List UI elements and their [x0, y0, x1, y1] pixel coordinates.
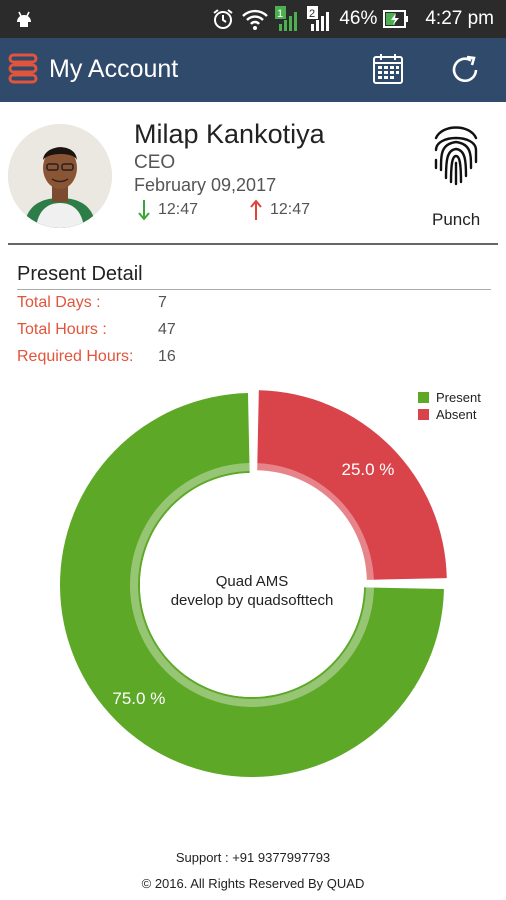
svg-text:2: 2 — [309, 8, 315, 20]
calendar-icon[interactable] — [371, 52, 405, 86]
signal-sim2-icon: 2 — [307, 6, 330, 31]
donut-hole — [140, 473, 364, 697]
arrow-up-icon — [250, 199, 262, 220]
clock-time: 4:27 pm — [425, 8, 494, 29]
in-time: 12:47 — [138, 199, 198, 221]
detail-label: Total Hours : — [17, 321, 107, 338]
detail-row-total-days: Total Days : 7 — [17, 294, 167, 312]
legend-swatch-absent — [418, 409, 429, 420]
avatar — [8, 124, 112, 228]
battery-percent: 46% — [339, 8, 378, 29]
copyright-text: © 2016. All Rights Reserved By QUAD — [141, 876, 365, 891]
user-name: Milap Kankotiya — [134, 119, 325, 149]
profile-section: Milap Kankotiya CEO February 09,2017 12:… — [0, 102, 506, 242]
alarm-icon — [213, 9, 233, 29]
detail-label: Required Hours: — [17, 348, 134, 365]
detail-value: 7 — [158, 294, 167, 311]
in-time-value: 12:47 — [158, 201, 199, 218]
out-time-value: 12:47 — [270, 201, 311, 218]
user-role: CEO — [134, 152, 176, 173]
detail-row-required-hours: Required Hours: 16 — [17, 348, 176, 366]
attendance-date: February 09,2017 — [134, 175, 277, 195]
page-title: My Account — [49, 55, 179, 83]
wifi-icon — [242, 9, 269, 30]
menu-icon[interactable] — [8, 52, 40, 86]
slice-label-absent: 25.0 % — [341, 460, 394, 479]
fingerprint-icon[interactable] — [432, 120, 480, 186]
battery-charging-icon — [383, 10, 409, 28]
arrow-down-icon — [138, 200, 150, 221]
detail-value: 16 — [158, 348, 176, 365]
slice-absent[interactable] — [257, 390, 447, 580]
punch-button[interactable]: Punch — [432, 210, 481, 229]
detail-row-total-hours: Total Hours : 47 — [17, 321, 176, 339]
app-bar: My Account — [0, 38, 506, 102]
refresh-icon[interactable] — [447, 52, 483, 88]
slice-present[interactable] — [60, 393, 444, 777]
center-text-line1: Quad AMS — [216, 573, 289, 590]
support-text: Support : +91 9377997793 — [175, 850, 331, 865]
out-time: 12:47 — [250, 199, 310, 221]
legend-label-present: Present — [436, 390, 481, 405]
legend-label-absent: Absent — [436, 407, 477, 422]
detail-label: Total Days : — [17, 294, 101, 311]
section-divider — [17, 289, 491, 290]
legend-swatch-present — [418, 392, 429, 403]
present-detail-title: Present Detail — [17, 263, 143, 285]
signal-sim1-icon: 1 — [275, 6, 298, 31]
android-icon — [17, 11, 31, 27]
attendance-donut-chart: Quad AMS develop by quadsofttech 25.0 % 7… — [60, 390, 481, 777]
divider — [8, 243, 498, 245]
status-bar: 1 2 46% 4:27 pm — [0, 0, 506, 38]
inner-ring — [130, 463, 374, 707]
svg-text:1: 1 — [277, 8, 283, 20]
center-text-line2: develop by quadsofttech — [171, 592, 334, 609]
detail-value: 47 — [158, 321, 176, 338]
slice-label-present: 75.0 % — [112, 689, 165, 708]
